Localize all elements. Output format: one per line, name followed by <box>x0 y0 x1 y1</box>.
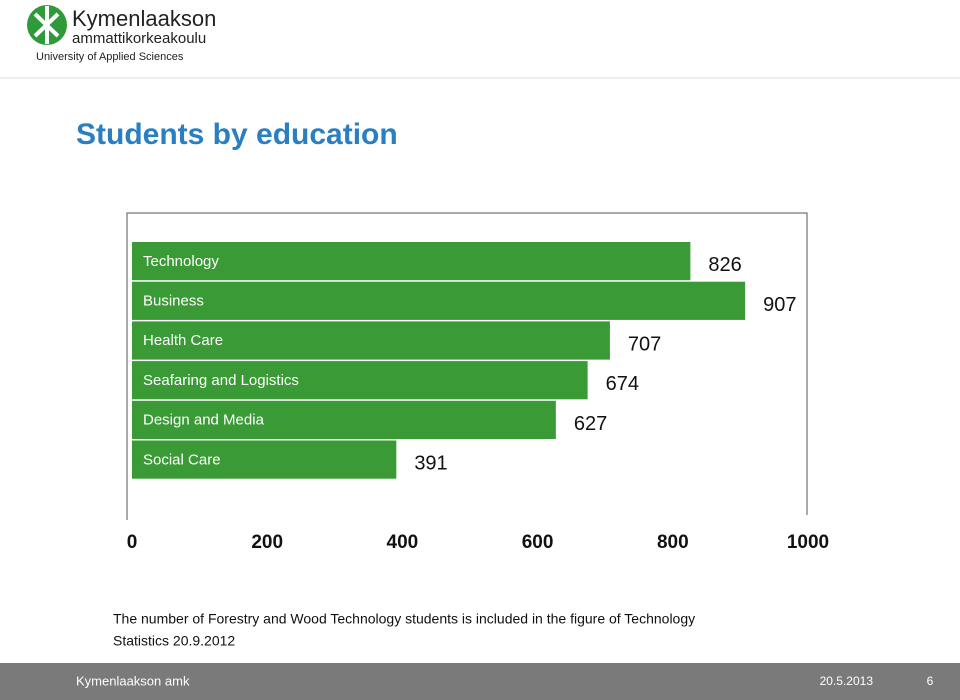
category-label: Business <box>143 293 204 310</box>
category-label: Technology <box>143 253 219 270</box>
logo: Kymenlaakson ammattikorkeakoulu Universi… <box>27 5 216 63</box>
value-label: 826 <box>708 254 741 276</box>
x-tick-label: 0 <box>127 532 138 553</box>
note: Statistics 20.9.2012 <box>113 633 235 649</box>
x-tick-label: 200 <box>251 532 283 553</box>
bar <box>132 242 691 281</box>
value-label: 391 <box>414 453 447 475</box>
bar <box>132 321 610 360</box>
logo-pattern <box>33 6 60 44</box>
bar <box>132 361 588 400</box>
footer-date: 20.5.2013 <box>820 674 874 688</box>
category-label: Seafaring and Logistics <box>143 372 299 389</box>
plot-frame <box>126 212 808 520</box>
bar <box>132 400 556 439</box>
bar <box>132 440 397 479</box>
value-label: 627 <box>574 413 607 435</box>
x-tick-label: 800 <box>657 532 689 553</box>
x-tick-label: 600 <box>522 532 554 553</box>
category-label: Design and Media <box>143 412 265 429</box>
category-label: Social Care <box>143 451 221 468</box>
logo-text: Kymenlaakson <box>72 6 216 31</box>
footer-bar <box>0 663 960 700</box>
logo-text: University of Applied Sciences <box>36 51 184 63</box>
bar <box>132 281 746 320</box>
footer-text: Kymenlaakson amk <box>76 673 190 688</box>
x-tick-label: 400 <box>387 532 419 553</box>
page-number: 6 <box>927 674 934 688</box>
value-label: 707 <box>628 334 661 356</box>
logo-text: ammattikorkeakoulu <box>72 30 206 47</box>
slide-title: Students by education <box>76 118 398 151</box>
x-tick-label: 1000 <box>787 532 829 553</box>
value-label: 907 <box>763 294 796 316</box>
value-label: 674 <box>606 373 639 395</box>
category-label: Health Care <box>143 332 223 349</box>
note: The number of Forestry and Wood Technolo… <box>113 611 695 627</box>
